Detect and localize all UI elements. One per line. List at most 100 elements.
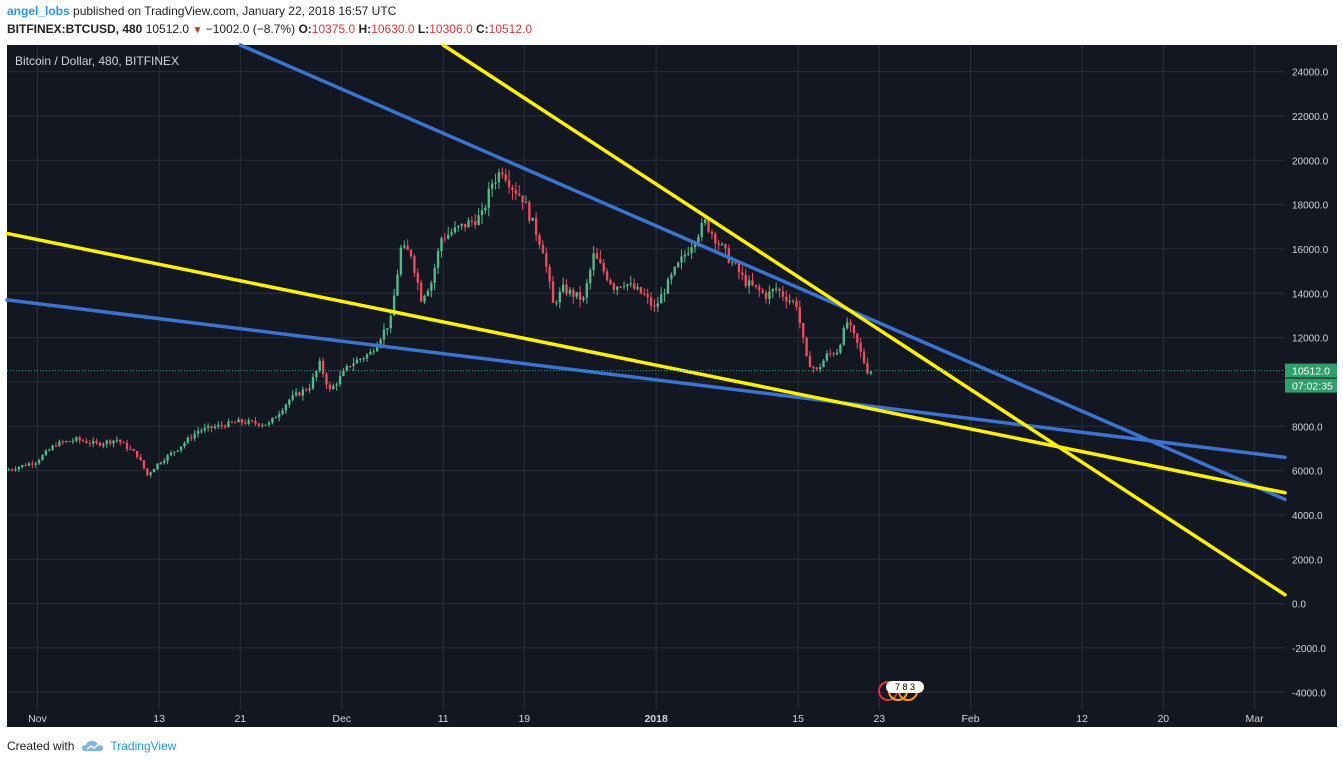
- candle-body: [842, 328, 845, 345]
- candle-body: [687, 253, 690, 255]
- candle-body: [744, 274, 747, 287]
- candle-body: [758, 286, 761, 291]
- candle-body: [849, 322, 852, 326]
- candle-body: [48, 449, 51, 451]
- candle-body: [318, 360, 321, 372]
- candle-body: [653, 305, 656, 307]
- candle-body: [707, 219, 710, 232]
- candle-body: [288, 399, 291, 405]
- candle-body: [822, 360, 825, 368]
- blue-trendline: [5, 298, 1287, 460]
- candle-body: [359, 358, 362, 360]
- candle-body: [835, 352, 839, 355]
- events-badge[interactable]: 7 8 3: [878, 681, 924, 701]
- candle-body: [186, 437, 190, 443]
- candle-body: [474, 221, 477, 225]
- y-tick-label: 6000.0: [1292, 467, 1323, 478]
- candle-body: [88, 443, 92, 445]
- candle-body: [291, 395, 294, 400]
- grid-lines: [7, 45, 1285, 710]
- candle-body: [639, 287, 643, 294]
- x-tick-label: Mar: [1246, 713, 1265, 725]
- candle-body: [369, 351, 372, 355]
- candle-body: [825, 353, 829, 361]
- candle-body: [163, 460, 166, 464]
- y-tick-label: 0.0: [1292, 600, 1306, 611]
- candle-body: [379, 339, 382, 346]
- candle-body: [277, 413, 281, 418]
- candle-body: [41, 455, 44, 461]
- candle-body: [176, 450, 179, 452]
- last-price: 10512.0: [145, 22, 190, 36]
- candle-body: [105, 440, 108, 444]
- candle-body: [470, 220, 474, 222]
- tradingview-link[interactable]: TradingView: [82, 739, 176, 753]
- candle-body: [727, 248, 731, 263]
- candle-body: [798, 307, 802, 324]
- candle-body: [58, 441, 61, 446]
- candle-body: [575, 292, 578, 297]
- ohlc-legend: BITFINEX:BTCUSD, 480 10512.0 ▼ −1002.0 (…: [7, 22, 533, 36]
- candle-body: [599, 258, 602, 263]
- candle-body: [24, 465, 27, 467]
- candle-body: [866, 362, 869, 374]
- down-arrow-icon: ▼: [192, 25, 203, 36]
- x-tick-label: Dec: [332, 713, 351, 725]
- candle-body: [717, 243, 720, 245]
- candle-body: [372, 351, 376, 353]
- candle-body: [852, 325, 856, 334]
- candle-body: [518, 193, 521, 196]
- price-change: −1002.0 (−8.7%): [205, 22, 296, 36]
- candle-body: [443, 238, 447, 240]
- last-price-tag: 10512.0 07:02:35: [1285, 363, 1337, 393]
- candle-body: [203, 427, 206, 431]
- candle-body: [460, 223, 463, 227]
- candle-body: [714, 233, 717, 244]
- candle-body: [788, 300, 791, 302]
- x-tick-label: 12: [1076, 713, 1088, 725]
- candle-body: [355, 359, 359, 364]
- candle-body: [643, 293, 646, 295]
- candle-body: [433, 267, 436, 284]
- candles: [7, 167, 873, 478]
- candle-body: [206, 425, 210, 428]
- candle-body: [605, 271, 609, 280]
- x-tick-label: 15: [792, 713, 804, 725]
- candle-body: [805, 337, 808, 356]
- candle-body: [632, 283, 636, 289]
- candle-body: [764, 292, 768, 299]
- candle-body: [348, 365, 352, 367]
- candle-body: [200, 430, 203, 432]
- open-value: 10375.0: [311, 22, 356, 36]
- candle-body: [845, 322, 849, 329]
- candle-body: [102, 443, 105, 446]
- candle-body: [230, 421, 234, 423]
- candle-body: [274, 417, 277, 419]
- y-tick-label: -4000.0: [1292, 688, 1326, 699]
- candle-body: [223, 425, 227, 428]
- time-axis[interactable]: [7, 710, 1337, 727]
- candle-body: [541, 244, 545, 254]
- candle-body: [616, 286, 619, 290]
- trendlines[interactable]: [5, 43, 1287, 597]
- candle-body: [261, 424, 264, 426]
- candle-body: [10, 469, 14, 471]
- candle-body: [609, 279, 612, 284]
- candle-body: [190, 437, 193, 439]
- chart-title: Bitcoin / Dollar, 480, BITFINEX: [15, 54, 179, 68]
- candle-body: [751, 280, 754, 285]
- candle-body: [484, 207, 487, 211]
- candle-body: [44, 450, 48, 456]
- svg-text:10512.0: 10512.0: [1292, 366, 1330, 378]
- candle-body: [551, 281, 555, 303]
- author-link[interactable]: angel_lobs: [7, 4, 70, 18]
- candle-body: [504, 174, 507, 181]
- candle-body: [68, 441, 71, 443]
- candle-body: [352, 363, 355, 367]
- x-tick-label: 23: [873, 713, 885, 725]
- candle-body: [660, 294, 663, 304]
- x-tick-label: 21: [234, 713, 246, 725]
- candle-body: [768, 291, 771, 299]
- candle-body: [734, 262, 737, 264]
